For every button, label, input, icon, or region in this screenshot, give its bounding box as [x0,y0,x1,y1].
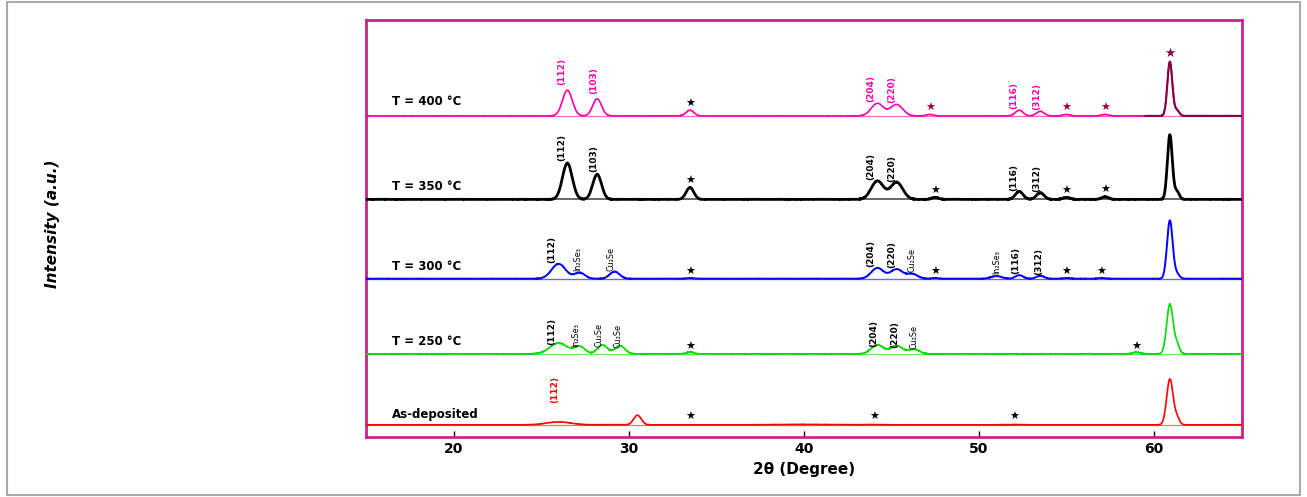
Text: Cu₂Se: Cu₂Se [908,248,918,272]
Text: ★: ★ [869,412,878,422]
Text: T = 350 °C: T = 350 °C [392,180,461,193]
Text: Cu₂Se: Cu₂Se [595,323,604,347]
Text: T = 300 °C: T = 300 °C [392,260,461,273]
Text: ★: ★ [1061,103,1072,113]
Text: (103): (103) [589,67,599,94]
Text: In₂Se₃: In₂Se₃ [571,323,580,347]
X-axis label: 2θ (Degree): 2θ (Degree) [753,462,855,477]
Text: ★: ★ [685,176,695,186]
Text: In₂Se₃: In₂Se₃ [992,250,1001,274]
Text: (312): (312) [1033,83,1042,110]
Text: (112): (112) [558,135,567,162]
Text: T = 400 °C: T = 400 °C [392,95,461,108]
Text: ★: ★ [1061,186,1072,196]
Text: (112): (112) [558,58,567,85]
Text: As-deposited: As-deposited [392,408,478,421]
Text: (312): (312) [1033,165,1042,192]
Text: Cu₂Se: Cu₂Se [614,324,622,347]
Text: ★: ★ [1097,267,1107,277]
Text: (112): (112) [550,376,559,404]
Text: (116): (116) [1009,164,1018,190]
Text: (103): (103) [589,145,599,172]
Text: ★: ★ [1165,47,1175,60]
Text: ★: ★ [685,99,695,109]
Text: (220): (220) [887,155,895,181]
Text: (204): (204) [865,75,874,102]
Text: (220): (220) [890,321,899,348]
Text: ★: ★ [1061,267,1072,277]
Text: (204): (204) [869,321,878,347]
Text: (204): (204) [865,240,874,267]
Text: ★: ★ [931,186,940,196]
Text: ★: ★ [1100,103,1110,113]
Text: (116): (116) [1009,82,1018,109]
Text: ★: ★ [1100,185,1110,195]
Text: Cu₂Se: Cu₂Se [606,247,616,271]
Text: In₂Se₃: In₂Se₃ [574,247,583,271]
Text: ★: ★ [1132,341,1141,351]
Text: ★: ★ [685,412,695,422]
Text: ★: ★ [931,267,940,277]
Text: ★: ★ [1009,412,1019,422]
Text: Intensity (a.u.): Intensity (a.u.) [44,160,60,288]
Text: (220): (220) [887,242,895,268]
Text: (112): (112) [548,318,555,345]
Text: (112): (112) [548,236,555,263]
Text: (204): (204) [865,153,874,180]
Text: (116): (116) [1012,247,1021,274]
Text: Cu₂Se: Cu₂Se [910,326,919,349]
Text: ★: ★ [685,341,695,351]
Text: ★: ★ [685,267,695,277]
Text: (312): (312) [1034,248,1043,275]
Text: (220): (220) [887,76,895,103]
Text: T = 250 °C: T = 250 °C [392,335,461,348]
Text: ★: ★ [925,103,935,113]
